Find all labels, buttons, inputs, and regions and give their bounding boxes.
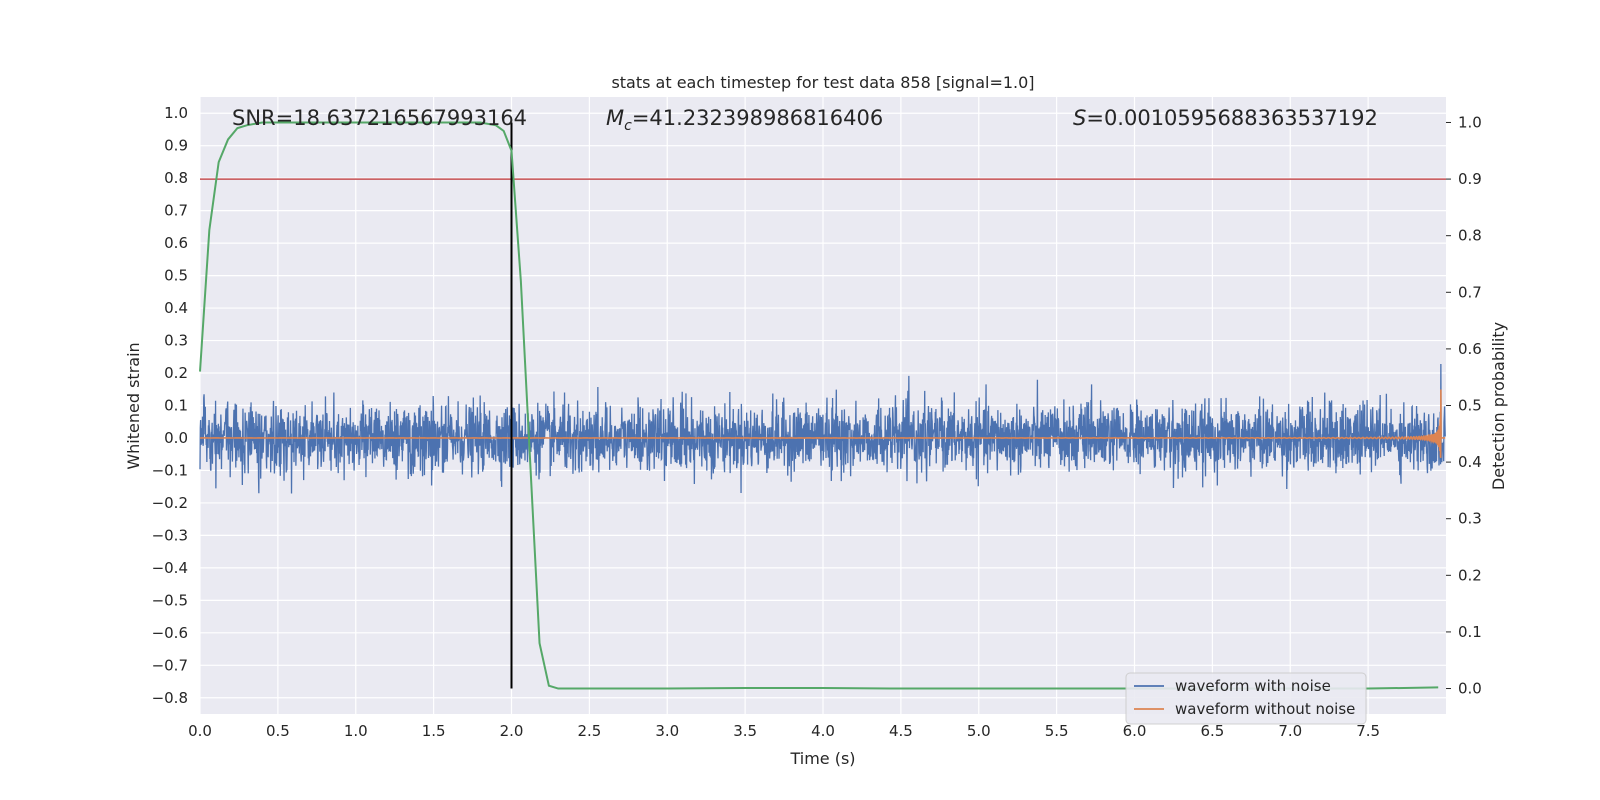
y-tick-label-left: 0.9 [164, 137, 188, 155]
legend: waveform with noise waveform without noi… [1125, 672, 1367, 725]
y-tick-label-left: −0.4 [152, 559, 188, 577]
y-tick-label-right: 0.0 [1458, 680, 1482, 698]
legend-box [1125, 672, 1367, 725]
y-tick-label-right: 0.4 [1458, 453, 1482, 471]
y-tick-label-left: 0.2 [164, 364, 188, 382]
y-tick-label-left: 0.4 [164, 299, 188, 317]
y-tick-label-left: −0.2 [152, 494, 188, 512]
x-tick-label: 7.0 [1278, 722, 1302, 740]
y-axis-label-left: Whitened strain [124, 342, 143, 469]
legend-label-noise: waveform with noise [1175, 677, 1331, 695]
y-tick-label-left: −0.3 [152, 526, 188, 544]
y-tick-label-right: 0.1 [1458, 623, 1482, 641]
y-tick-label-left: −0.5 [152, 591, 188, 609]
series-detection-probability [199, 121, 1439, 690]
chirp-mass-annotation: Mc=41.232398986816406 [606, 106, 883, 134]
y-tick-label-right: 0.5 [1458, 397, 1482, 415]
x-axis-label: Time (s) [789, 749, 855, 768]
x-tick-label: 0.5 [266, 722, 290, 740]
chart-title: stats at each timestep for test data 858… [611, 73, 1034, 92]
y-tick-label-left: −0.6 [152, 624, 188, 642]
y-tick-label-left: 0.3 [164, 332, 188, 350]
y-tick-label-right: 0.6 [1458, 340, 1482, 358]
y-tick-label-left: 0.1 [164, 397, 188, 415]
legend-label-clean: waveform without noise [1175, 700, 1355, 718]
x-tick-label: 1.0 [344, 722, 368, 740]
y-tick-label-left: −0.1 [152, 461, 188, 479]
x-tick-label: 6.0 [1123, 722, 1147, 740]
x-tick-label: 0.0 [188, 722, 212, 740]
y-tick-label-left: −0.7 [152, 656, 188, 674]
y-tick-label-left: 1.0 [164, 104, 188, 122]
s-annotation: S=0.0010595688363537192 [1073, 106, 1378, 130]
y-tick-label-right: 0.8 [1458, 227, 1482, 245]
y-tick-label-left: 0.7 [164, 202, 188, 220]
x-tick-label: 4.5 [889, 722, 913, 740]
ticks: 0.0 0.5 1.0 1.5 2.0 2.5 3.0 3.5 4.0 4.5 5.0 5.5 6.0 6… [152, 104, 1482, 740]
series-layer [199, 121, 1446, 690]
y-tick-label-right: 0.2 [1458, 566, 1482, 584]
x-tick-label: 5.0 [967, 722, 991, 740]
y-tick-label-left: −0.8 [152, 689, 188, 707]
snr-annotation: SNR=18.637216567993164 [232, 106, 527, 130]
x-tick-label: 3.0 [655, 722, 679, 740]
y-tick-label-right: 0.3 [1458, 510, 1482, 528]
x-tick-label: 2.5 [577, 722, 601, 740]
x-tick-label: 6.5 [1200, 722, 1224, 740]
y-tick-label-right: 0.7 [1458, 283, 1482, 301]
y-tick-label-left: 0.8 [164, 169, 188, 187]
y-tick-label-left: 0.5 [164, 267, 188, 285]
x-tick-label: 7.5 [1356, 722, 1380, 740]
y-axis-label-right: Detection probability [1489, 322, 1508, 490]
series-waveform-without-noise [199, 389, 1446, 458]
x-tick-label: 4.0 [811, 722, 835, 740]
y-tick-label-right: 0.9 [1458, 170, 1482, 188]
x-tick-label: 1.5 [422, 722, 446, 740]
y-tick-label-left: 0.0 [164, 429, 188, 447]
x-tick-label: 2.0 [500, 722, 524, 740]
y-tick-label-left: 0.6 [164, 234, 188, 252]
x-tick-label: 5.5 [1045, 722, 1069, 740]
x-tick-label: 3.5 [733, 722, 757, 740]
y-tick-label-right: 1.0 [1458, 113, 1482, 131]
